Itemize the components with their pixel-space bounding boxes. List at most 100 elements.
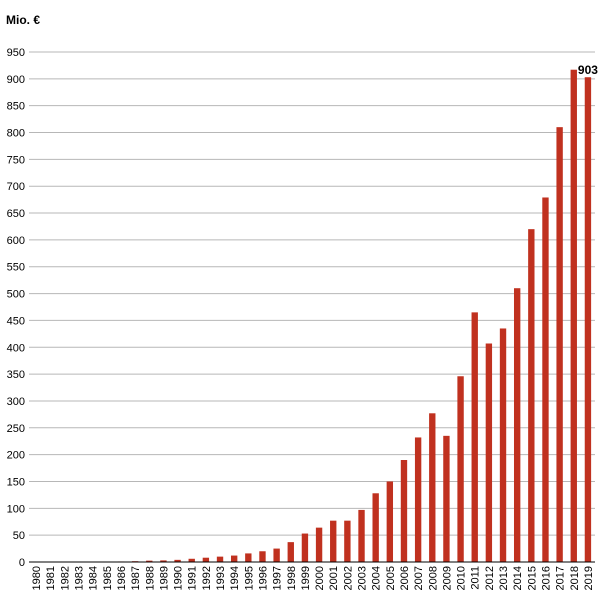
y-tick-label: 750 <box>7 154 25 166</box>
x-tick-label: 2005 <box>385 566 397 590</box>
x-tick-label: 1986 <box>116 566 128 590</box>
x-tick-label: 2000 <box>314 566 326 590</box>
bar-2009 <box>443 435 450 562</box>
x-tick-label: 2016 <box>540 566 552 590</box>
x-tick-label: 1980 <box>31 566 43 590</box>
data-label-2019: 903 <box>578 63 598 77</box>
x-tick-label: 1993 <box>215 566 227 590</box>
bar-2014 <box>513 288 521 562</box>
y-tick-label: 0 <box>19 557 25 569</box>
bar-2005 <box>386 481 394 562</box>
bars <box>32 69 592 563</box>
x-tick-label: 2018 <box>569 566 581 590</box>
bar-1993 <box>216 556 224 562</box>
y-unit-label: Mio. € <box>6 13 40 27</box>
x-tick-label: 2012 <box>484 566 496 590</box>
bar-2015 <box>528 229 535 562</box>
x-tick-label: 1982 <box>59 566 71 590</box>
bar-2008 <box>429 413 436 562</box>
x-tick-label: 1996 <box>257 566 269 590</box>
bar-1994 <box>230 555 238 562</box>
y-tick-label: 800 <box>7 128 25 140</box>
x-tick-label: 2001 <box>328 566 340 590</box>
bar-2004 <box>372 493 379 562</box>
bar-1996 <box>259 551 266 562</box>
bar-1999 <box>301 533 309 562</box>
bar-1995 <box>245 553 252 562</box>
bar-2011 <box>471 312 478 562</box>
x-tick-label: 2014 <box>512 566 524 590</box>
bar-1989 <box>160 560 167 562</box>
y-tick-label: 500 <box>7 289 25 301</box>
x-tick-label: 1992 <box>201 566 213 590</box>
x-tick-label: 2009 <box>441 566 453 590</box>
x-tick-label: 1998 <box>286 566 298 590</box>
bar-1990 <box>174 559 181 562</box>
bar-2018 <box>570 69 577 562</box>
x-tick-label: 1990 <box>173 566 185 590</box>
x-tick-label: 1995 <box>243 566 255 590</box>
x-tick-label: 1994 <box>229 566 241 590</box>
bar-1991 <box>188 558 195 562</box>
y-tick-label: 850 <box>7 101 25 113</box>
y-tick-label: 450 <box>7 315 25 327</box>
x-tick-label: 1988 <box>144 566 156 590</box>
y-tick-label: 550 <box>7 262 25 274</box>
y-tick-label: 700 <box>7 181 25 193</box>
y-tick-label: 950 <box>7 47 25 59</box>
y-tick-label: 100 <box>7 503 25 515</box>
y-tick-label: 50 <box>13 530 25 542</box>
bar-1998 <box>287 542 294 562</box>
x-tick-label: 2013 <box>498 566 510 590</box>
x-tick-label: 1984 <box>88 566 100 590</box>
bar-2012 <box>485 343 493 562</box>
bar-2013 <box>499 328 507 562</box>
bar-2019 <box>584 77 592 563</box>
y-tick-label: 400 <box>7 342 25 354</box>
x-tick-label: 1989 <box>158 566 170 590</box>
x-tick-label: 1999 <box>300 566 312 590</box>
x-tick-label: 2017 <box>555 566 567 590</box>
y-tick-label: 650 <box>7 208 25 220</box>
x-tick-label: 1997 <box>272 566 284 590</box>
bar-2017 <box>556 127 563 562</box>
bar-2006 <box>400 460 408 562</box>
y-tick-label: 300 <box>7 396 25 408</box>
bar-1997 <box>273 548 280 562</box>
bar-2007 <box>414 437 422 562</box>
x-tick-label: 1983 <box>74 566 86 590</box>
y-tick-label: 350 <box>7 369 25 381</box>
x-tick-label: 1981 <box>45 566 57 590</box>
x-tick-label: 2008 <box>427 566 439 590</box>
y-tick-label: 600 <box>7 235 25 247</box>
x-axis-ticks: 1980 1981 1982 1983 1984 1985 1986 1987 1988 1989… <box>31 566 595 590</box>
x-tick-label: 2011 <box>470 566 482 590</box>
bar-1988 <box>146 560 153 562</box>
y-tick-label: 200 <box>7 450 25 462</box>
x-tick-label: 2010 <box>456 566 468 590</box>
bar-2002 <box>344 520 351 562</box>
gridlines <box>29 51 595 536</box>
y-tick-label: 250 <box>7 423 25 435</box>
x-tick-label: 1987 <box>130 566 142 590</box>
y-tick-label: 150 <box>7 476 25 488</box>
bar-2003 <box>358 509 365 562</box>
bar-1992 <box>202 557 210 562</box>
bar-2016 <box>542 197 549 563</box>
x-tick-label: 2007 <box>413 566 425 590</box>
x-tick-label: 2003 <box>357 566 369 590</box>
x-tick-label: 1985 <box>102 566 114 590</box>
x-tick-label: 2004 <box>371 566 383 590</box>
bar-2010 <box>457 376 464 562</box>
y-axis-ticks: 0 50 100 150 200 250 300 350 400 450 500 550 600 650 7… <box>7 47 25 569</box>
x-tick-label: 2019 <box>583 566 595 590</box>
y-tick-label: 900 <box>7 74 25 86</box>
annotations: 903 <box>578 63 598 77</box>
x-tick-label: 2015 <box>526 566 538 590</box>
bar-2000 <box>315 527 323 562</box>
x-tick-label: 2002 <box>342 566 354 590</box>
bar-2001 <box>330 520 337 562</box>
x-tick-label: 1991 <box>187 566 199 590</box>
